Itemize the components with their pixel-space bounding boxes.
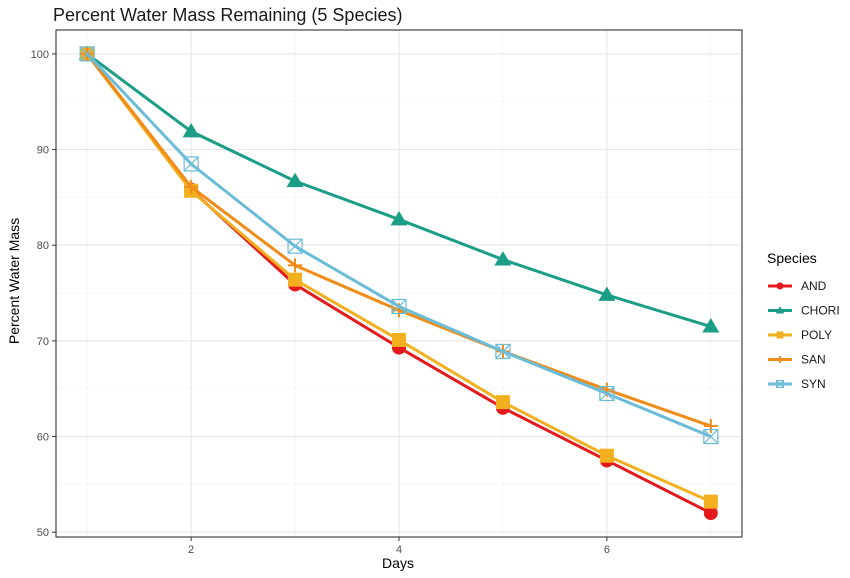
- data-point-syn: [391, 298, 407, 315]
- y-tick-label: 90: [37, 145, 49, 157]
- data-point-san: [703, 419, 718, 434]
- data-point-chori: [286, 172, 304, 188]
- data-point-chori: [494, 251, 512, 266]
- x-axis-title: Days: [382, 555, 414, 571]
- data-point-chori: [390, 210, 408, 226]
- legend: Species AND CHORI POLY SAN SYN: [767, 250, 840, 391]
- axes: 2 4 6 50 60 70 80 90 100: [31, 29, 743, 556]
- data-point-san: [288, 258, 303, 273]
- data-point-poly: [703, 494, 718, 509]
- data-point-chori: [598, 286, 616, 301]
- legend-label: AND: [801, 279, 827, 293]
- data-point-syn: [79, 46, 95, 62]
- legend-label: CHORI: [801, 304, 840, 318]
- panel-border: [55, 29, 743, 538]
- y-tick-label: 50: [37, 527, 49, 539]
- legend-item-chori: CHORI: [768, 304, 840, 318]
- series-layer: [78, 45, 720, 521]
- x-tick-label: 4: [396, 544, 402, 556]
- y-tick-label: 60: [37, 432, 49, 444]
- legend-swatch-marker: [775, 306, 785, 314]
- data-point-syn: [495, 343, 511, 360]
- data-point-syn: [599, 385, 615, 402]
- x-tick-label: 2: [188, 544, 194, 556]
- legend-item-poly: POLY: [768, 328, 832, 342]
- legend-item-and: AND: [768, 279, 827, 293]
- y-tick-label: 70: [37, 336, 49, 348]
- data-point-poly: [599, 448, 614, 463]
- data-point-chori: [702, 318, 720, 333]
- data-point-syn: [287, 238, 303, 254]
- chart-title: Percent Water Mass Remaining (5 Species): [53, 5, 402, 25]
- legend-swatch-marker: [776, 356, 784, 363]
- legend-label: SYN: [801, 377, 826, 391]
- legend-title: Species: [767, 250, 817, 266]
- data-point-poly: [288, 272, 303, 287]
- data-point-san: [184, 179, 199, 194]
- legend-label: POLY: [801, 328, 832, 342]
- data-point-and: [703, 506, 718, 521]
- legend-item-san: SAN: [768, 353, 826, 367]
- legend-swatch-marker: [775, 379, 785, 389]
- y-tick-label: 80: [37, 240, 49, 252]
- legend-item-syn: SYN: [768, 377, 826, 391]
- data-point-chori: [182, 122, 200, 138]
- legend-swatch-marker: [776, 331, 784, 339]
- legend-swatch-marker: [776, 282, 784, 290]
- x-tick-label: 6: [604, 544, 610, 556]
- data-point-poly: [495, 395, 510, 410]
- y-tick-label: 100: [31, 49, 49, 61]
- legend-label: SAN: [801, 353, 826, 367]
- data-point-syn: [703, 428, 719, 445]
- y-axis-title: Percent Water Mass: [6, 218, 22, 344]
- data-point-syn: [183, 156, 199, 172]
- data-point-poly: [392, 332, 406, 347]
